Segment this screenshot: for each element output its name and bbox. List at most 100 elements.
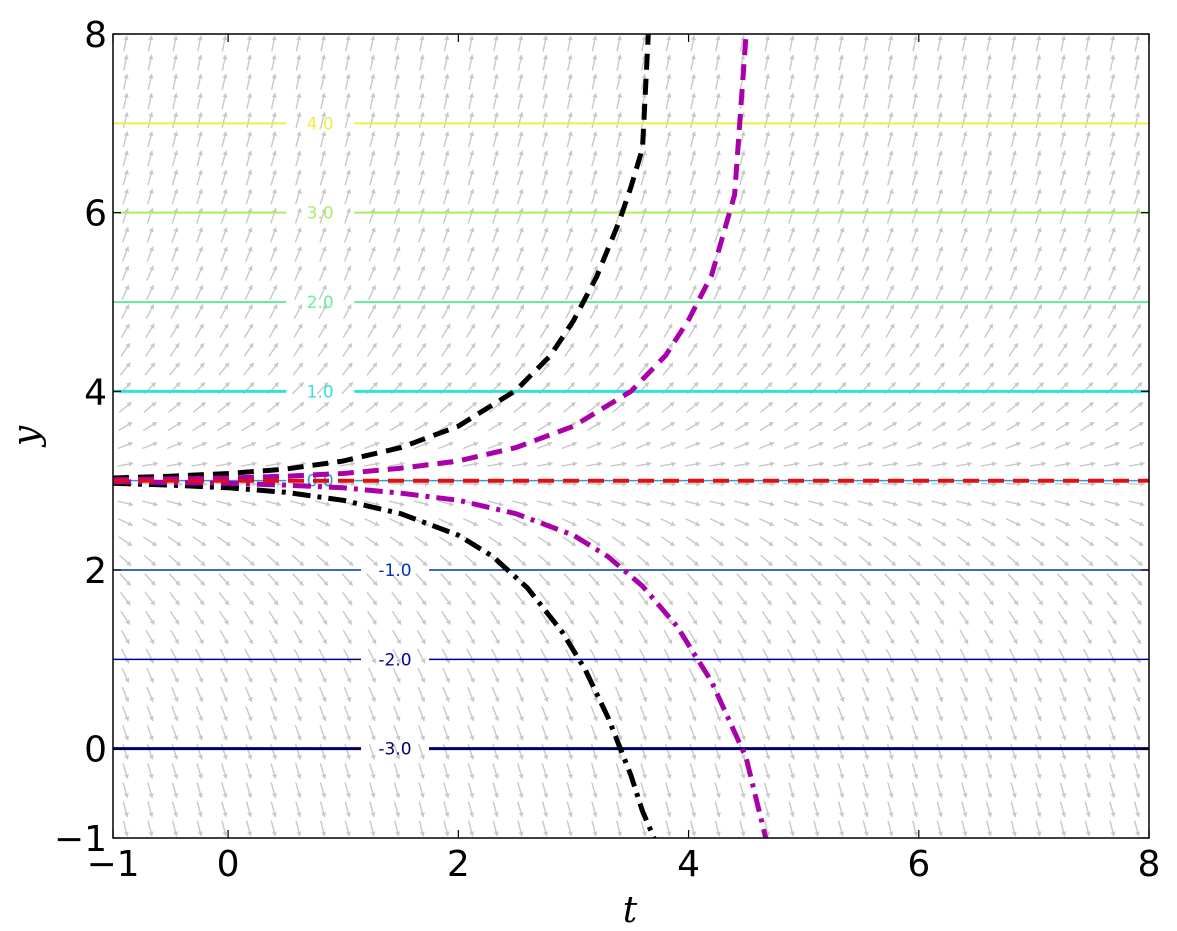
field-arrow [761, 342, 772, 357]
field-arrow [862, 782, 869, 799]
field-arrow [712, 342, 723, 357]
field-arrow [810, 591, 822, 606]
field-arrow [268, 629, 278, 645]
field-arrow [739, 820, 746, 837]
field-arrow [142, 421, 158, 432]
field-arrow [885, 648, 895, 664]
field-arrow [611, 421, 626, 432]
field-arrow [1009, 246, 1018, 262]
field-arrow [1055, 518, 1071, 527]
field-arrow [761, 362, 773, 376]
field-arrow [738, 705, 746, 722]
field-arrow [389, 518, 405, 527]
field-arrow [566, 744, 574, 760]
field-arrow [245, 246, 253, 262]
field-arrow [517, 131, 524, 148]
field-arrow [589, 648, 599, 664]
field-arrow [690, 112, 697, 129]
field-arrow [1060, 93, 1067, 109]
field-arrow [246, 73, 253, 90]
field-arrow [616, 73, 623, 90]
field-arrow [663, 629, 673, 645]
field-arrow [144, 342, 156, 357]
field-arrow [443, 93, 450, 109]
field-arrow [145, 304, 155, 319]
field-arrow [932, 554, 946, 567]
field-arrow [635, 441, 652, 450]
field-arrow [1059, 188, 1067, 205]
field-arrow [393, 763, 401, 779]
field-arrow [635, 500, 652, 507]
field-arrow [859, 573, 872, 586]
field-arrow [714, 763, 722, 779]
field-arrow [441, 629, 451, 645]
field-arrow [1132, 648, 1141, 664]
field-arrow [393, 724, 401, 741]
field-arrow [293, 323, 303, 338]
field-arrow [1134, 35, 1141, 52]
field-arrow [934, 610, 945, 625]
y-tick-label: 4 [84, 372, 107, 413]
field-arrow [1059, 131, 1067, 148]
field-arrow [665, 782, 672, 799]
field-arrow [393, 705, 401, 722]
field-arrow [492, 208, 500, 224]
field-arrow [687, 342, 698, 357]
field-arrow [610, 441, 627, 450]
field-arrow [591, 820, 598, 837]
field-arrow [369, 73, 376, 90]
field-arrow [1083, 227, 1092, 243]
field-arrow [636, 536, 651, 547]
field-arrow [119, 573, 132, 586]
field-arrow [1006, 401, 1020, 413]
field-arrow [516, 763, 524, 779]
field-arrow [120, 323, 131, 338]
field-arrow [862, 801, 869, 818]
field-arrow [294, 188, 302, 205]
y-tick-label: 0 [84, 730, 107, 771]
field-arrow [614, 648, 623, 664]
field-arrow [935, 246, 944, 262]
field-arrow [738, 724, 746, 741]
field-arrow [783, 518, 799, 527]
field-arrow [194, 610, 205, 625]
field-arrow [466, 265, 475, 281]
field-arrow [541, 208, 549, 224]
field-arrow [613, 610, 624, 625]
field-arrow [985, 744, 993, 760]
field-arrow [986, 35, 993, 52]
field-arrow [1057, 342, 1068, 357]
field-arrow [492, 131, 499, 148]
field-arrow [1109, 73, 1116, 90]
field-arrow [1009, 667, 1018, 683]
field-arrow [1131, 610, 1142, 625]
field-arrow [758, 461, 775, 467]
field-arrow [1108, 705, 1116, 722]
field-arrow [588, 342, 600, 357]
field-arrow [1030, 421, 1046, 432]
field-arrow [713, 227, 722, 243]
field-arrow [956, 461, 972, 467]
field-arrow [216, 421, 232, 432]
field-arrow [1083, 667, 1092, 683]
field-arrow [467, 744, 475, 760]
field-arrow [368, 763, 376, 779]
field-arrow [1104, 500, 1120, 507]
field-arrow [265, 500, 282, 507]
field-arrow [762, 265, 771, 281]
field-arrow [764, 73, 771, 90]
field-arrow [591, 35, 598, 52]
field-arrow [143, 554, 157, 567]
field-arrow [714, 112, 721, 129]
field-arrow [295, 54, 302, 71]
field-arrow [295, 35, 302, 52]
field-arrow [270, 724, 278, 741]
field-arrow [956, 536, 972, 547]
field-arrow [764, 54, 771, 71]
field-arrow [216, 500, 232, 507]
field-arrow [463, 518, 479, 527]
field-arrow [1007, 591, 1019, 606]
field-arrow [343, 648, 352, 664]
field-arrow [616, 112, 623, 129]
field-arrow [1006, 421, 1021, 432]
